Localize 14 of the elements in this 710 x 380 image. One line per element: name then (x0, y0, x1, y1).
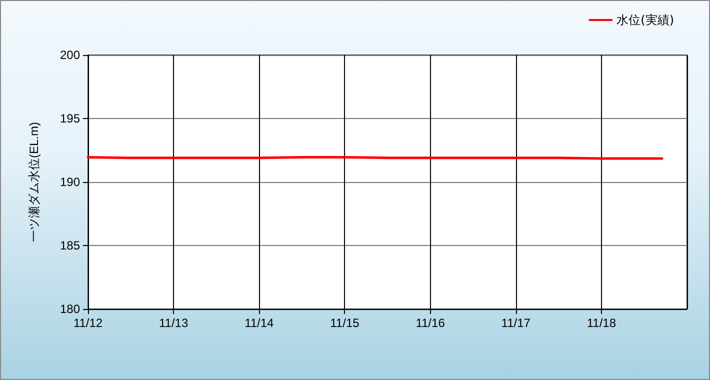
x-tick-label: 11/13 (159, 316, 188, 330)
x-tick-label: 11/14 (244, 316, 274, 330)
y-axis-title: 一ツ瀬ダム水位(EL.m) (27, 122, 41, 242)
y-tick-label: 185 (60, 238, 80, 252)
x-tick-label: 11/18 (586, 316, 616, 330)
y-tick-label: 195 (60, 112, 80, 126)
x-tick-label: 11/17 (501, 316, 531, 330)
legend-label: 水位(実績) (616, 13, 674, 27)
x-tick-label: 11/15 (330, 316, 360, 330)
x-tick-label: 11/12 (73, 316, 103, 330)
y-tick-label: 180 (60, 302, 80, 316)
y-tick-label: 190 (60, 175, 80, 189)
y-tick-label: 200 (60, 48, 80, 62)
x-tick-label: 11/16 (416, 316, 446, 330)
